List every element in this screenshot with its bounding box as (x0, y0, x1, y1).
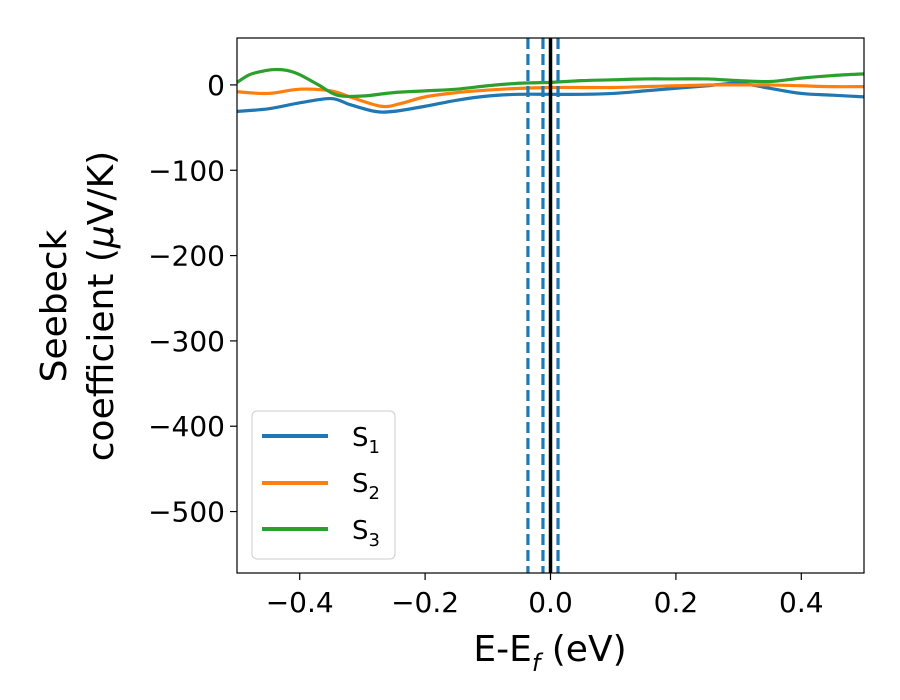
legend-label-s1-main: S (352, 423, 369, 453)
y-axis-title-line2: coefficient (μV/K) (81, 151, 122, 461)
legend-label-s2-main: S (352, 469, 369, 499)
y-tick-label: 0 (207, 69, 225, 102)
legend-label-s1: S1 (352, 423, 380, 458)
y-axis-title-line1: Seebeck (34, 229, 75, 382)
legend-label-s3: S3 (352, 516, 380, 551)
y-axis-title-mu: μ (81, 225, 122, 249)
x-axis-title-units: (eV) (540, 629, 626, 670)
legend-label-s2-subscript: 2 (369, 483, 380, 504)
x-tick-label: −0.2 (391, 586, 459, 619)
legend: S1 S2 S3 (251, 410, 396, 560)
y-tick-label: −300 (148, 325, 225, 358)
y-tick-label: −200 (148, 240, 225, 273)
x-tick-label: 0.4 (779, 586, 824, 619)
y-tick-label: −100 (148, 154, 225, 187)
x-tick-label: 0.2 (654, 586, 699, 619)
y-tick-label: −400 (148, 410, 225, 443)
x-tick-label: −0.4 (266, 586, 334, 619)
x-axis-title: E-Ef (eV) (473, 629, 626, 677)
y-axis-title-suffix: V/K) (81, 151, 122, 225)
plot-layer (236, 38, 865, 573)
x-axis-title-main: E-E (473, 629, 531, 670)
tick-layer: −0.4 −0.2 0.0 0.2 0.4 0 −100 −200 −300 −400 −500 (148, 69, 823, 619)
y-tick-label: −500 (148, 496, 225, 529)
legend-label-s1-subscript: 1 (369, 437, 380, 458)
series-line-s2 (236, 83, 865, 109)
y-axis-title-prefix: coefficient ( (81, 248, 122, 461)
legend-label-s3-main: S (352, 516, 369, 546)
x-tick-label: 0.0 (528, 586, 573, 619)
legend-label-s3-subscript: 3 (369, 530, 380, 551)
series-line-s3 (236, 67, 865, 99)
legend-label-s2: S2 (352, 469, 380, 504)
